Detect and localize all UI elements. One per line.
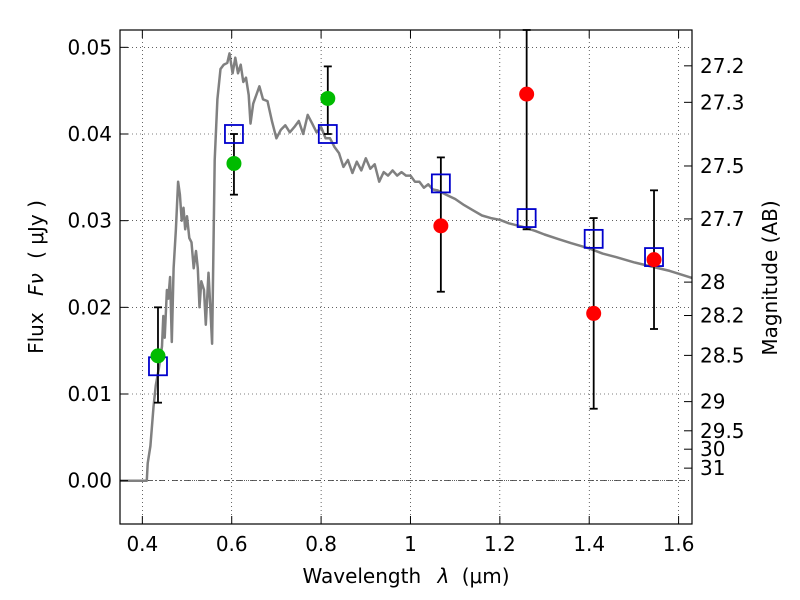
magnitude-tick-label: 31	[700, 456, 725, 480]
x-axis-title-text: Wavelength	[302, 564, 421, 588]
model-square-marker	[516, 208, 537, 228]
magnitude-tick-label: 27.5	[700, 154, 745, 178]
y-tick-label: 0.03	[67, 209, 112, 233]
magnitude-tick-label: 27.3	[700, 90, 745, 114]
magnitude-tick-label: 28.2	[700, 304, 745, 328]
magnitude-tick-label: 28	[700, 270, 725, 294]
y-axis-title: Flux Fν ( μJy )	[24, 200, 48, 354]
y-tick-label: 0.04	[67, 122, 112, 146]
observed-points	[150, 86, 662, 364]
x-tick-label: 1.2	[484, 532, 516, 556]
template-spectrum-line	[120, 52, 693, 482]
red-data-point	[646, 252, 662, 268]
x-tick-label: 1.6	[663, 532, 695, 556]
x-axis-title-symbol: λ	[437, 564, 450, 588]
y-tick-label: 0.05	[67, 35, 112, 59]
green-data-point	[320, 90, 336, 106]
red-data-point	[586, 305, 602, 321]
red-data-point	[519, 86, 535, 102]
model-square-marker	[430, 173, 451, 194]
x-tick-label: 0.4	[126, 532, 158, 556]
x-tick-label: 0.8	[305, 532, 337, 556]
x-tick-label: 1.4	[573, 532, 605, 556]
magnitude-tick-label: 30	[700, 437, 725, 461]
model-square-marker	[583, 228, 604, 249]
template-spectrum	[120, 52, 693, 482]
plot-background	[120, 30, 692, 524]
model-points	[148, 124, 664, 377]
y-axis-title-symbol: Fν	[24, 273, 48, 296]
magnitude-tick-label: 29.5	[700, 419, 745, 443]
y-tick-label: 0.01	[67, 382, 112, 406]
x-tick-label: 0.6	[216, 532, 248, 556]
plot-frame	[119, 29, 693, 525]
magnitude-tick-label: 29	[700, 390, 725, 414]
y-tick-label: 0.00	[67, 469, 112, 493]
magnitude-tick-label: 27.7	[700, 207, 745, 231]
x-tick-label: 1	[404, 532, 417, 556]
magnitude-tick-label: 28.5	[700, 343, 745, 367]
model-square-marker	[317, 124, 338, 144]
y-axis-ticks: 0.00 0.01 0.02 0.03 0.04 0.05	[67, 35, 128, 493]
magnitude-axis-title: Magnitude (AB)	[758, 200, 782, 355]
y-axis-title-unit: ( μJy )	[24, 200, 48, 259]
y-tick-label: 0.02	[67, 295, 112, 319]
x-axis-title-unit: (μm)	[462, 564, 510, 588]
x-axis-ticks: 0.4 0.6 0.8 1 1.2 1.4 1.6	[126, 30, 695, 556]
red-data-point	[433, 218, 449, 234]
magnitude-tick-label: 27.2	[700, 54, 745, 78]
green-data-point	[226, 155, 242, 171]
y-axis-title-text: Flux	[24, 312, 48, 354]
x-axis-title: Wavelength λ (μm)	[302, 564, 509, 588]
model-square-marker	[224, 124, 244, 144]
green-data-point	[150, 348, 166, 364]
